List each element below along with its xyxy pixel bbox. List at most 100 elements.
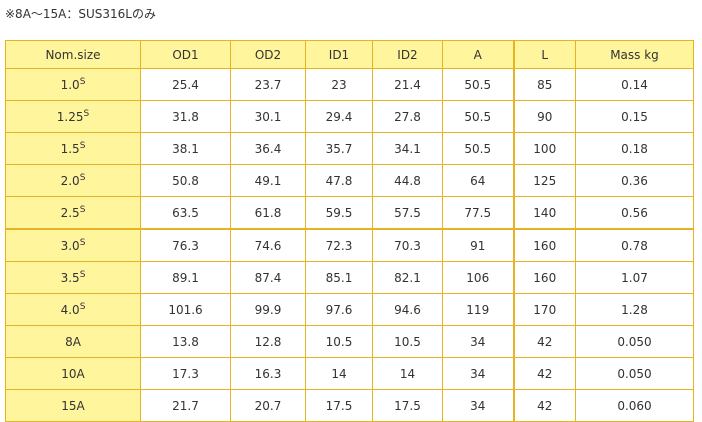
size-cell: 1.0S [5,68,141,101]
value-cell: 100 [512,132,576,165]
size-sup: S [79,205,86,215]
size-text: 2.5 [60,206,80,220]
size-text: 15A [61,398,85,413]
value-cell: 170 [512,293,576,326]
size-text: 4.0 [60,303,80,317]
table-row: 3.0S 76.3 74.6 72.3 70.3 91 160 0.78 [5,228,694,262]
table-row: 4.0S 101.6 99.9 97.6 94.6 119 170 1.28 [5,293,694,326]
value-cell: 35.7 [305,132,373,165]
table-row: 1.5S 38.1 36.4 35.7 34.1 50.5 100 0.18 [5,132,694,165]
value-cell: 50.5 [442,100,514,133]
value-cell: 1.28 [575,293,694,326]
value-cell: 10.5 [305,325,373,358]
value-cell: 30.1 [230,100,306,133]
header-cell: L [512,40,576,69]
size-cell: 3.0S [5,228,141,262]
value-cell: 0.36 [575,164,694,197]
size-sup: S [83,109,90,119]
table-row: 10A 17.3 16.3 14 14 34 42 0.050 [5,357,694,390]
size-text: 10A [61,366,85,381]
value-cell: 99.9 [230,293,306,326]
value-cell: 1.07 [575,261,694,294]
value-cell: 160 [512,228,576,262]
value-cell: 63.5 [140,196,231,230]
header-cell: ID2 [372,40,443,69]
value-cell: 140 [512,196,576,230]
value-cell: 0.56 [575,196,694,230]
value-cell: 72.3 [305,228,373,262]
value-cell: 76.3 [140,228,231,262]
table-row: 1.0S 25.4 23.7 23 21.4 50.5 85 0.14 [5,68,694,101]
value-cell: 14 [305,357,373,390]
size-cell: 2.0S [5,164,141,197]
value-cell: 13.8 [140,325,231,358]
value-cell: 97.6 [305,293,373,326]
size-cell: 1.25S [5,100,141,133]
value-cell: 42 [512,357,576,390]
table-row: 8A 13.8 12.8 10.5 10.5 34 42 0.050 [5,325,694,358]
size-text: 1.25 [56,110,84,124]
value-cell: 59.5 [305,196,373,230]
header-cell: Mass kg [575,40,694,69]
value-cell: 38.1 [140,132,231,165]
value-cell: 44.8 [372,164,443,197]
value-cell: 61.8 [230,196,306,230]
value-cell: 0.14 [575,68,694,101]
size-text: 8A [65,334,81,349]
value-cell: 0.050 [575,357,694,390]
value-cell: 74.6 [230,228,306,262]
header-row: Nom.size OD1 OD2 ID1 ID2 A L Mass kg [5,40,694,69]
size-text: 3.0 [60,239,80,253]
value-cell: 77.5 [442,196,514,230]
value-cell: 23.7 [230,68,306,101]
size-sup: S [79,270,86,280]
header-cell: A [442,40,514,69]
table-row: 1.25S 31.8 30.1 29.4 27.8 50.5 90 0.15 [5,100,694,133]
value-cell: 0.15 [575,100,694,133]
value-cell: 25.4 [140,68,231,101]
table-row: 2.5S 63.5 61.8 59.5 57.5 77.5 140 0.56 [5,196,694,230]
value-cell: 91 [442,228,514,262]
value-cell: 125 [512,164,576,197]
table-row: 2.0S 50.8 49.1 47.8 44.8 64 125 0.36 [5,164,694,197]
value-cell: 12.8 [230,325,306,358]
value-cell: 119 [442,293,514,326]
value-cell: 106 [442,261,514,294]
size-cell: 4.0S [5,293,141,326]
header-cell: OD1 [140,40,231,69]
size-text: 1.5 [60,142,80,156]
value-cell: 23 [305,68,373,101]
value-cell: 0.050 [575,325,694,358]
value-cell: 101.6 [140,293,231,326]
value-cell: 94.6 [372,293,443,326]
value-cell: 50.5 [442,132,514,165]
header-cell: OD2 [230,40,306,69]
note: ※8A～15A：SUS316Lのみ [5,7,156,21]
size-cell: 1.5S [5,132,141,165]
value-cell: 36.4 [230,132,306,165]
value-cell: 50.5 [442,68,514,101]
header-cell: ID1 [305,40,373,69]
value-cell: 0.18 [575,132,694,165]
spec-table: Nom.size OD1 OD2 ID1 ID2 A L Mass kg 1.0S 25.4 23… [5,40,694,422]
value-cell: 0.78 [575,228,694,262]
value-cell: 31.8 [140,100,231,133]
value-cell: 42 [512,325,576,358]
value-cell: 87.4 [230,261,306,294]
size-cell: 10A [5,357,141,390]
size-sup: S [79,302,86,312]
value-cell: 34.1 [372,132,443,165]
size-cell: 2.5S [5,196,141,230]
value-cell: 34 [442,325,514,358]
value-cell: 57.5 [372,196,443,230]
value-cell: 82.1 [372,261,443,294]
value-cell: 10.5 [372,325,443,358]
value-cell: 89.1 [140,261,231,294]
value-cell: 34 [442,357,514,390]
value-cell: 90 [512,100,576,133]
table-row: 3.5S 89.1 87.4 85.1 82.1 106 160 1.07 [5,261,694,294]
value-cell: 50.8 [140,164,231,197]
size-text: 2.0 [60,174,80,188]
size-sup: S [79,173,86,183]
